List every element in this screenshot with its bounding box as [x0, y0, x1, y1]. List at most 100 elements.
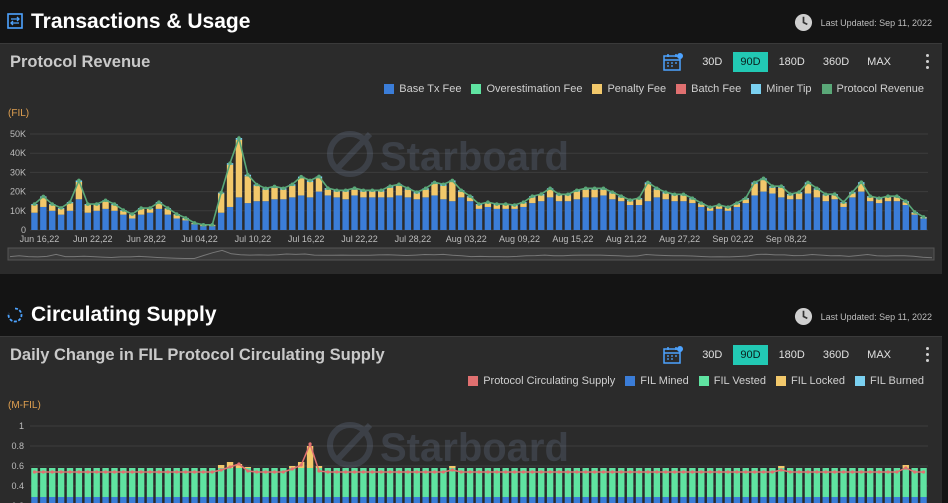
- y-tick-label: 0.8: [11, 441, 24, 451]
- bar-segment: [227, 207, 233, 230]
- bar-segment: [600, 190, 606, 196]
- x-tick-label: Aug 21,22: [606, 234, 647, 244]
- bar-segment: [636, 497, 642, 503]
- bar-segment: [289, 186, 295, 198]
- protocol-revenue-point: [228, 161, 232, 165]
- x-tick-label: Jul 22,22: [341, 234, 378, 244]
- protocol-revenue-point: [584, 187, 588, 191]
- protocol-revenue-point: [762, 177, 766, 181]
- bar-segment: [911, 215, 917, 230]
- circulating-supply-point: [762, 470, 765, 473]
- bar-segment: [342, 199, 348, 230]
- circulating-supply-point: [202, 470, 205, 473]
- protocol-revenue-point: [682, 192, 686, 196]
- bar-segment: [342, 192, 348, 200]
- bar-segment: [334, 497, 340, 503]
- circulating-supply-point: [735, 470, 738, 473]
- protocol-revenue-point: [699, 201, 703, 205]
- circulating-supply-point: [131, 470, 134, 473]
- bar-segment: [751, 195, 757, 230]
- bar-segment: [236, 197, 242, 230]
- circulating-supply-point: [68, 470, 71, 473]
- bar-segment: [369, 197, 375, 230]
- bar-segment: [876, 497, 882, 503]
- bar-segment: [494, 497, 500, 503]
- x-tick-label: Jul 10,22: [235, 234, 272, 244]
- bar-segment: [414, 497, 420, 503]
- protocol-revenue-point: [557, 192, 561, 196]
- protocol-revenue-point: [166, 206, 170, 210]
- bar-segment: [538, 201, 544, 230]
- circulating-supply-point: [877, 470, 880, 473]
- bar-segment: [529, 497, 535, 503]
- circulating-supply-section: Circulating Supply Last Updated: Sep 11,…: [0, 290, 948, 501]
- protocol-revenue-point: [895, 194, 899, 198]
- circulating-supply-point: [33, 470, 36, 473]
- bar-segment: [903, 468, 909, 497]
- protocol-revenue-point: [904, 199, 908, 203]
- bar-segment: [556, 201, 562, 230]
- watermark-text: Starboard: [380, 426, 569, 470]
- bar-segment: [262, 497, 268, 503]
- bar-segment: [280, 190, 286, 200]
- bar-segment: [920, 497, 926, 503]
- circulating-supply-point: [469, 470, 472, 473]
- bar-segment: [618, 201, 624, 230]
- bar-segment: [325, 195, 331, 230]
- y-tick-label: 1: [19, 421, 24, 431]
- bar-segment: [449, 182, 455, 201]
- protocol-revenue-point: [531, 194, 535, 198]
- protocol-revenue-point: [299, 175, 303, 179]
- bar-segment: [316, 192, 322, 230]
- loading-circle-icon: [7, 307, 23, 323]
- circulating-supply-point: [513, 470, 516, 473]
- bar-segment: [636, 205, 642, 230]
- circulating-supply-point: [451, 468, 454, 471]
- protocol-revenue-point: [175, 212, 179, 216]
- bar-segment: [565, 195, 571, 201]
- circulating-supply-point: [122, 470, 125, 473]
- protocol-revenue-point: [744, 196, 748, 200]
- circulating-supply-point: [584, 470, 587, 473]
- circulating-supply-point: [113, 470, 116, 473]
- bar-segment: [778, 497, 784, 503]
- x-tick-label: Aug 03,22: [446, 234, 487, 244]
- protocol-revenue-point: [424, 187, 428, 191]
- circulating-supply-point: [255, 470, 258, 473]
- bar-segment: [680, 195, 686, 201]
- bar-segment: [849, 197, 855, 230]
- bar-segment: [360, 197, 366, 230]
- bar-segment: [885, 201, 891, 230]
- bar-segment: [209, 226, 215, 230]
- circulating-supply-point: [220, 468, 223, 471]
- bar-segment: [591, 197, 597, 230]
- bar-segment: [85, 205, 91, 213]
- protocol-revenue-point: [539, 192, 543, 196]
- protocol-revenue-point: [290, 183, 294, 187]
- bar-segment: [49, 497, 55, 503]
- bar-segment: [707, 497, 713, 503]
- protocol-revenue-point: [326, 186, 330, 190]
- circulating-supply-point: [282, 470, 285, 473]
- protocol-revenue-point: [806, 181, 810, 185]
- bar-segment: [529, 203, 535, 230]
- circulating-supply-point: [300, 463, 303, 466]
- bar-segment: [716, 209, 722, 230]
- bar-segment: [476, 209, 482, 230]
- bar-segment: [165, 215, 171, 230]
- circulating-supply-point: [228, 465, 231, 468]
- bar-segment: [378, 497, 384, 503]
- protocol-revenue-point: [779, 184, 783, 188]
- bar-segment: [129, 497, 135, 503]
- bar-segment: [796, 497, 802, 503]
- bar-segment: [725, 211, 731, 230]
- bar-segment: [858, 497, 864, 503]
- bar-segment: [734, 497, 740, 503]
- protocol-revenue-point: [735, 201, 739, 205]
- bar-segment: [449, 466, 455, 468]
- protocol-revenue-point: [130, 212, 134, 216]
- circulating-supply-point: [175, 470, 178, 473]
- bar-segment: [743, 203, 749, 230]
- bar-segment: [449, 497, 455, 503]
- bar-segment: [342, 497, 348, 503]
